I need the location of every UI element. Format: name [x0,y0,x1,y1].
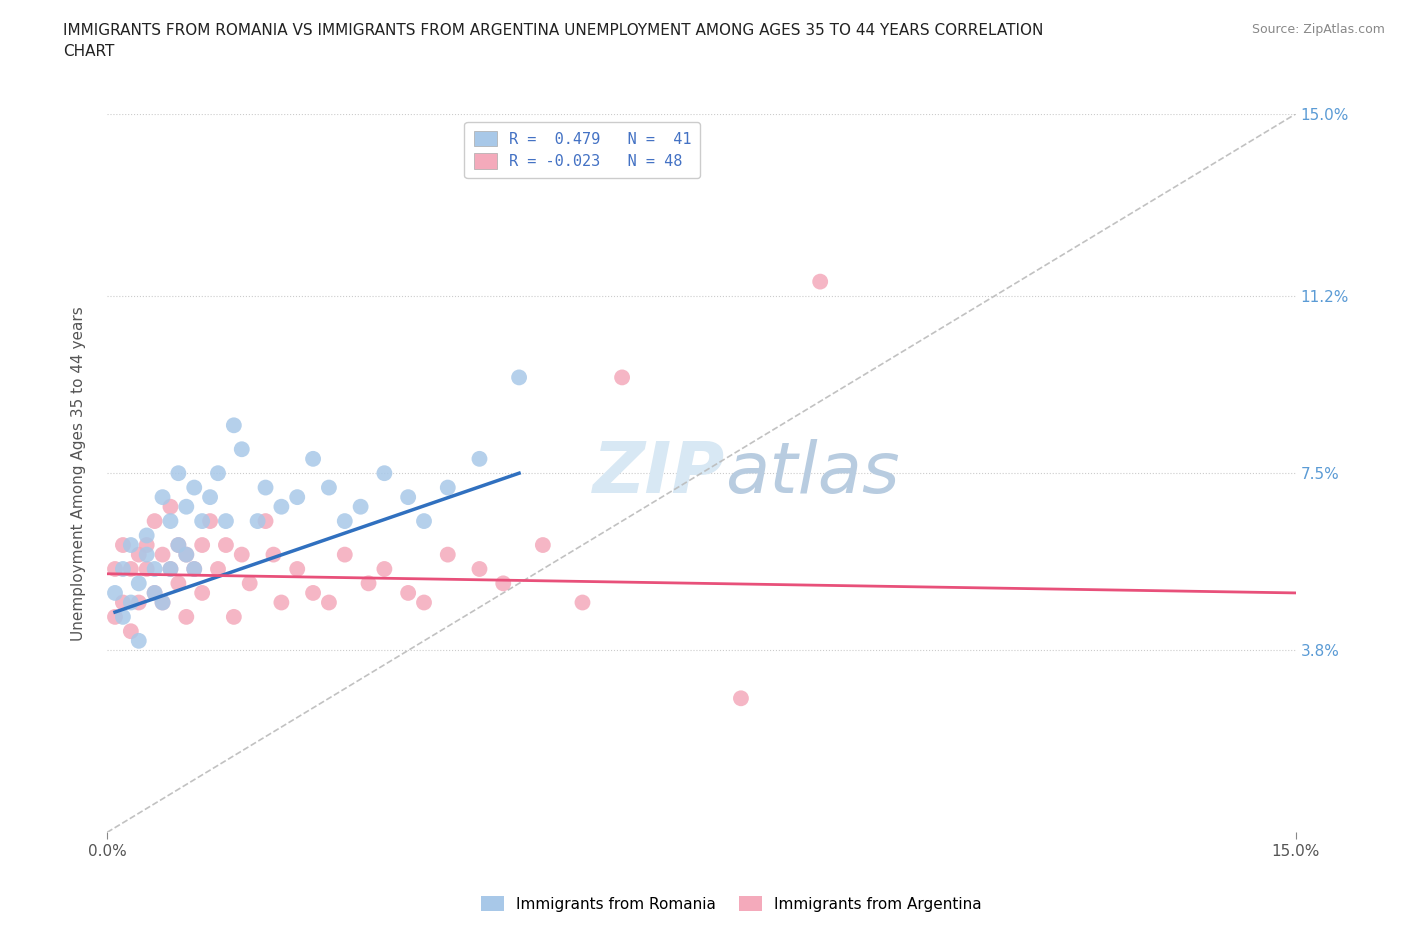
Point [176,547,198,562]
Point [207,466,229,481]
Point [254,513,277,528]
Point [198,490,221,505]
Point [373,466,395,481]
Point [111,609,134,624]
Point [152,595,174,610]
Point [492,576,515,591]
Point [302,586,325,601]
Point [285,562,308,577]
Point [120,595,142,610]
Text: atlas: atlas [725,439,900,508]
Point [191,513,214,528]
Point [143,562,166,577]
Text: ZIP: ZIP [593,439,725,508]
Point [159,499,181,514]
Point [198,513,221,528]
Point [349,499,371,514]
Point [120,538,142,552]
Point [167,538,190,552]
Point [468,562,491,577]
Point [128,595,150,610]
Point [183,562,205,577]
Point [239,576,262,591]
Legend: Immigrants from Romania, Immigrants from Argentina: Immigrants from Romania, Immigrants from… [475,889,987,918]
Point [128,633,150,648]
Point [143,586,166,601]
Point [610,370,633,385]
Point [436,547,458,562]
Point [111,562,134,577]
Point [413,595,436,610]
Point [143,513,166,528]
Point [135,538,157,552]
Point [120,562,142,577]
Point [333,547,356,562]
Point [333,513,356,528]
Point [215,513,238,528]
Point [135,562,157,577]
Point [104,609,127,624]
Point [191,538,214,552]
Point [176,609,198,624]
Point [222,418,245,432]
Point [254,480,277,495]
Point [207,562,229,577]
Text: IMMIGRANTS FROM ROMANIA VS IMMIGRANTS FROM ARGENTINA UNEMPLOYMENT AMONG AGES 35 : IMMIGRANTS FROM ROMANIA VS IMMIGRANTS FR… [63,23,1043,60]
Point [183,480,205,495]
Point [128,547,150,562]
Point [135,547,157,562]
Point [222,609,245,624]
Point [135,528,157,543]
Point [215,538,238,552]
Point [152,547,174,562]
Point [104,586,127,601]
Point [396,586,419,601]
Point [167,538,190,552]
Point [571,595,593,610]
Point [270,499,292,514]
Point [191,586,214,601]
Point [357,576,380,591]
Point [111,595,134,610]
Point [111,538,134,552]
Point [396,490,419,505]
Point [120,624,142,639]
Point [413,513,436,528]
Text: Source: ZipAtlas.com: Source: ZipAtlas.com [1251,23,1385,36]
Point [183,562,205,577]
Point [808,274,831,289]
Point [285,490,308,505]
Point [302,451,325,466]
Point [436,480,458,495]
Point [318,595,340,610]
Point [167,466,190,481]
Legend: R =  0.479   N =  41, R = -0.023   N = 48: R = 0.479 N = 41, R = -0.023 N = 48 [464,122,700,178]
Point [730,691,752,706]
Point [231,442,253,457]
Point [531,538,554,552]
Point [152,595,174,610]
Point [176,547,198,562]
Y-axis label: Unemployment Among Ages 35 to 44 years: Unemployment Among Ages 35 to 44 years [72,306,86,641]
Point [152,490,174,505]
Point [373,562,395,577]
Point [508,370,530,385]
Point [159,513,181,528]
Point [143,586,166,601]
Point [262,547,284,562]
Point [468,451,491,466]
Point [104,562,127,577]
Point [159,562,181,577]
Point [159,562,181,577]
Point [231,547,253,562]
Point [246,513,269,528]
Point [318,480,340,495]
Point [128,576,150,591]
Point [176,499,198,514]
Point [270,595,292,610]
Point [167,576,190,591]
